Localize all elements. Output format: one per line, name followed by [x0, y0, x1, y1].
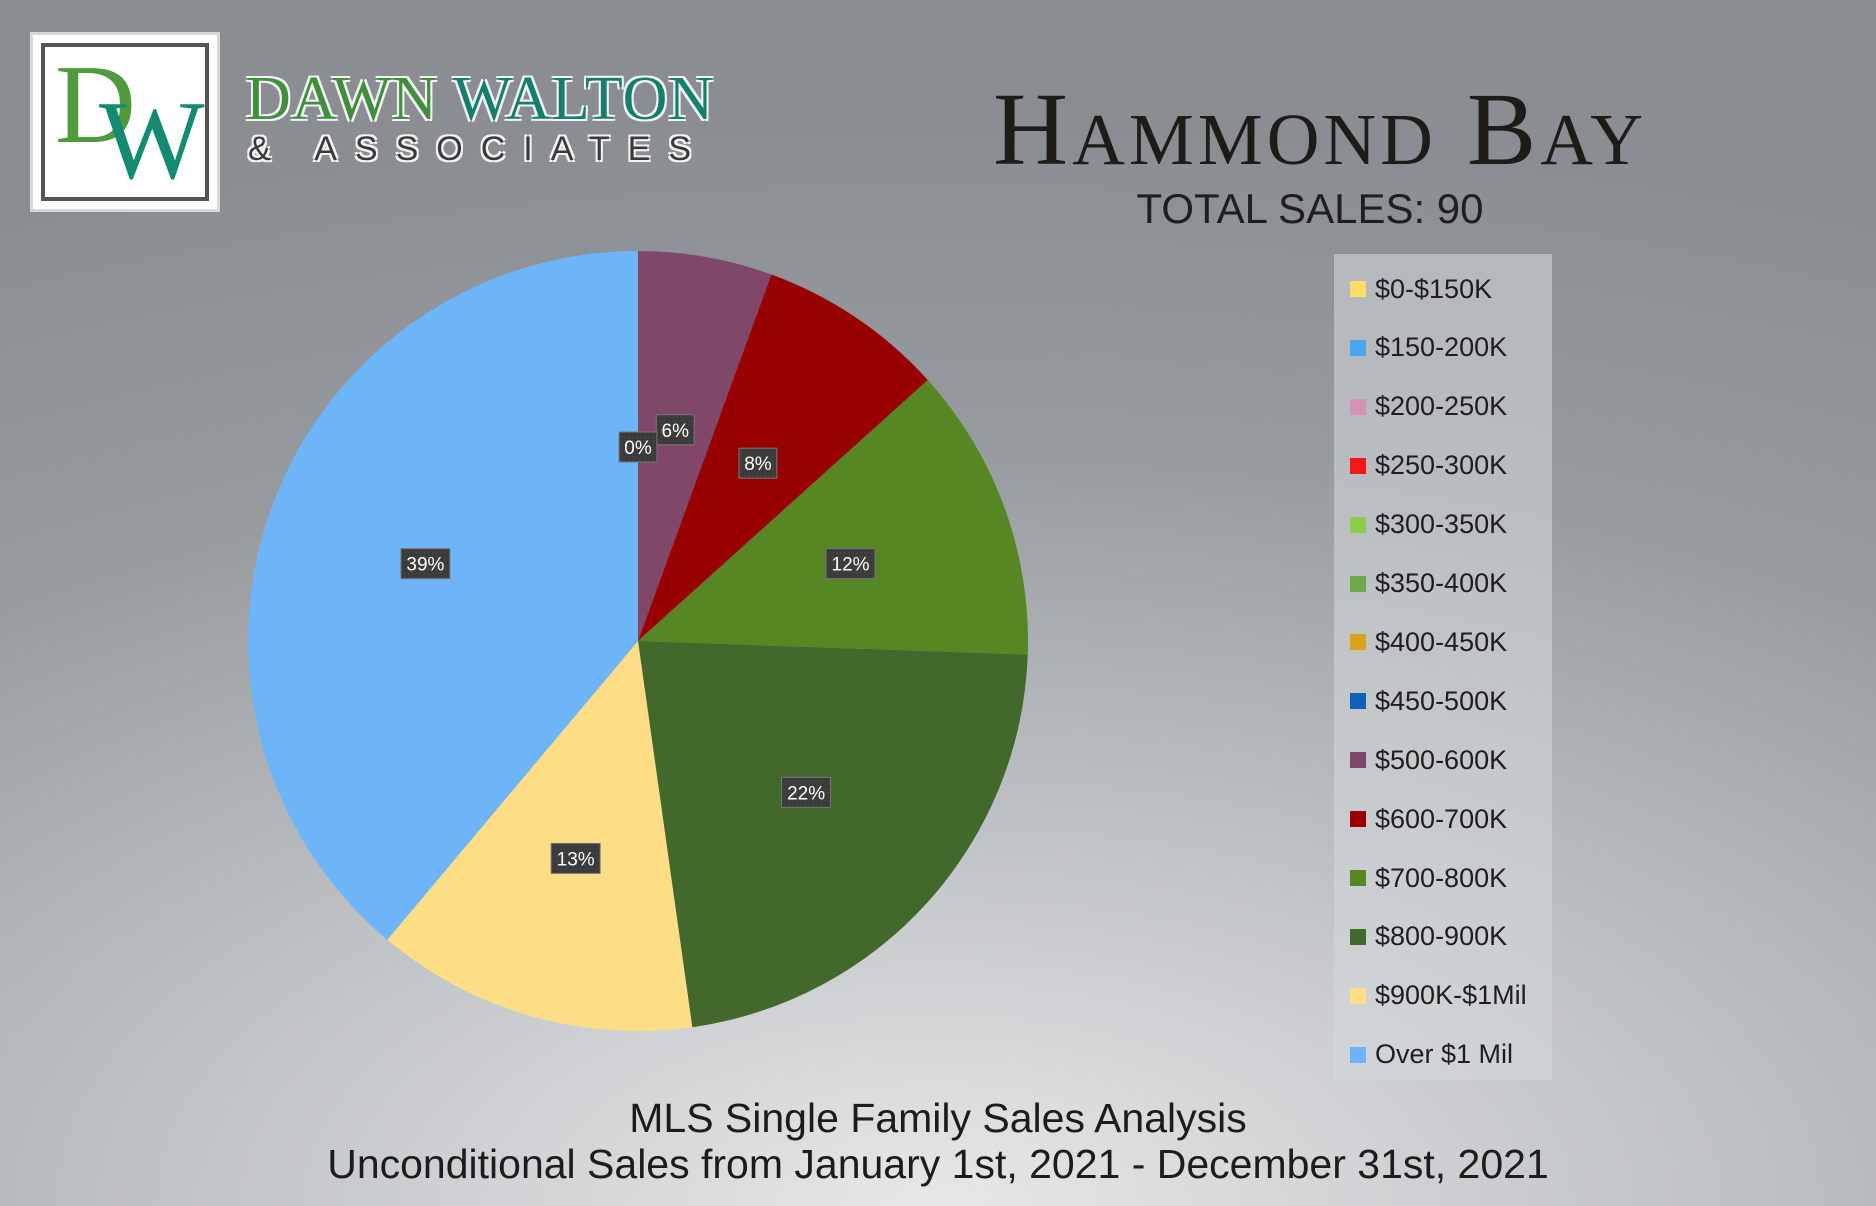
legend-swatch — [1350, 339, 1366, 356]
legend-item-450-500k: $450-500K — [1350, 686, 1507, 716]
legend-label: $0-$150K — [1375, 273, 1493, 304]
legend-item-350-400k: $350-400K — [1350, 568, 1508, 599]
legend-swatch — [1350, 811, 1366, 828]
data-label-600-700k: 8% — [738, 447, 778, 479]
pie-labels: 6% 8% 12% 22% 13% 39% 0% — [400, 414, 876, 874]
legend-label: $800-900K — [1375, 921, 1508, 952]
pie-slice-600-700k — [638, 274, 928, 641]
legend-label: $700-800K — [1375, 862, 1508, 893]
legend-swatch — [1350, 870, 1366, 886]
legend-item-800-900k: $800-900K — [1350, 921, 1508, 952]
svg-text:39%: 39% — [406, 555, 444, 576]
data-label-500-600k: 6% — [655, 414, 695, 446]
legend-label: $500-600K — [1375, 744, 1508, 775]
legend-swatch — [1350, 398, 1366, 415]
svg-text:13%: 13% — [557, 849, 595, 870]
legend-label: $400-450K — [1375, 626, 1508, 657]
data-label-zero-slices: 0% — [618, 431, 658, 463]
legend-item-900k-1mil: $900K-$1Mil — [1350, 980, 1527, 1011]
legend-label: $450-500K — [1375, 685, 1508, 716]
legend-label: $250-300K — [1375, 450, 1508, 481]
legend-swatch — [1350, 634, 1366, 651]
footer-date-range: Unconditional Sales from January 1st, 20… — [327, 1141, 1549, 1187]
brand-name-last: WALTON — [453, 65, 715, 133]
svg-text:12%: 12% — [832, 555, 870, 576]
svg-text:0%: 0% — [624, 438, 652, 459]
logo-letter-d: D — [55, 43, 136, 167]
data-label-over-1-mil: 39% — [400, 548, 451, 580]
data-label-800-900k: 22% — [781, 776, 832, 808]
logo-letter-w: W — [99, 79, 205, 201]
legend-item-300-350k: $300-350K — [1350, 509, 1508, 540]
legend-swatch — [1350, 928, 1366, 945]
pie-slice-500-600k — [638, 251, 772, 641]
footer-title: MLS Single Family Sales Analysis — [629, 1095, 1247, 1141]
legend-label: $600-700K — [1375, 803, 1508, 834]
legend-label: $350-400K — [1375, 568, 1508, 598]
legend-item-600-700k: $600-700K — [1350, 804, 1507, 834]
chart-legend: $0-$150K $150-200K $200-250K $250-300K $300-… — [1334, 254, 1552, 1080]
logo: D W — [30, 32, 220, 212]
logo-frame: D W — [41, 43, 209, 201]
brand-subtitle: & ASSOCIATES — [248, 130, 710, 168]
legend-label: $900K-$1Mil — [1375, 980, 1527, 1011]
svg-text:22%: 22% — [787, 783, 825, 804]
legend-label: $200-250K — [1375, 391, 1508, 422]
legend-item-500-600k: $500-600K — [1350, 745, 1507, 775]
svg-text:6%: 6% — [662, 421, 690, 442]
legend-swatch — [1350, 1046, 1366, 1063]
legend-swatch — [1350, 575, 1366, 592]
pie-slices — [247, 251, 1028, 1031]
pie-slice-700-800k — [638, 380, 1028, 655]
legend-item-over-1-mil: Over $1 Mil — [1350, 1039, 1514, 1070]
legend-item-0-150k: $0-$150K — [1350, 274, 1492, 304]
legend-swatch — [1350, 752, 1366, 769]
legend-item-150-200k: $150-200K — [1350, 332, 1508, 363]
legend-label: $300-350K — [1375, 509, 1508, 540]
pie-slice-900k-1mil — [387, 641, 693, 1031]
legend-item-250-300k: $250-300K — [1350, 450, 1508, 481]
page-title: Hammond Bay — [993, 72, 1647, 187]
legend-item-700-800k: $700-800K — [1350, 863, 1507, 893]
legend-label: Over $1 Mil — [1375, 1039, 1514, 1070]
total-sales: TOTAL SALES: 90 — [1136, 185, 1484, 232]
svg-text:8%: 8% — [744, 454, 772, 475]
data-label-700-800k: 12% — [825, 548, 876, 580]
legend-swatch — [1350, 281, 1366, 297]
brand-name: DAWN WALTON — [246, 68, 714, 130]
data-label-900k-1mil: 13% — [550, 842, 601, 874]
brand-name-first: DAWN — [246, 65, 438, 133]
legend-swatch — [1350, 516, 1366, 533]
legend-swatch — [1350, 457, 1366, 474]
legend-swatch — [1350, 987, 1366, 1004]
legend-swatch — [1350, 693, 1366, 710]
legend-item-200-250k: $200-250K — [1350, 391, 1508, 422]
legend-label: $150-200K — [1375, 332, 1508, 363]
pie-slice-800-900k — [638, 641, 1028, 1028]
legend-item-400-450k: $400-450K — [1350, 627, 1507, 657]
pie-slice-over-1-mil — [247, 251, 639, 940]
